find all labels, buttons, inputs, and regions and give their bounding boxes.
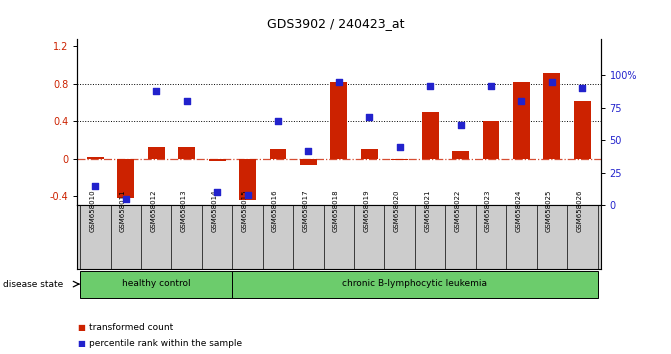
Bar [148, 147, 164, 159]
Bar [331, 82, 347, 159]
Bar [209, 159, 225, 161]
Bar [300, 159, 317, 165]
Text: GSM658025: GSM658025 [546, 189, 552, 232]
Text: GSM658023: GSM658023 [485, 189, 491, 232]
Text: GSM658012: GSM658012 [150, 189, 156, 232]
Text: GSM658024: GSM658024 [515, 189, 521, 232]
Bar [482, 121, 499, 159]
Text: GSM658015: GSM658015 [242, 189, 248, 232]
Text: GSM658014: GSM658014 [211, 189, 217, 232]
Point [242, 192, 253, 198]
Text: GSM658019: GSM658019 [363, 189, 369, 232]
Bar [178, 147, 195, 159]
Text: GSM658011: GSM658011 [120, 189, 126, 232]
Point [455, 122, 466, 127]
Text: GSM658022: GSM658022 [454, 189, 460, 232]
Text: GSM658016: GSM658016 [272, 189, 278, 232]
Point [303, 148, 314, 154]
Bar [117, 159, 134, 198]
Text: GSM658026: GSM658026 [576, 189, 582, 232]
Bar [422, 112, 439, 159]
Text: percentile rank within the sample: percentile rank within the sample [89, 339, 242, 348]
Point [516, 98, 527, 104]
Text: GDS3902 / 240423_at: GDS3902 / 240423_at [267, 17, 404, 30]
Point [181, 98, 192, 104]
Text: transformed count: transformed count [89, 323, 174, 332]
Point [121, 196, 132, 202]
Point [577, 86, 588, 91]
Point [425, 83, 435, 88]
Bar [513, 82, 530, 159]
Bar [232, 271, 597, 298]
Bar [239, 159, 256, 200]
Text: GSM658013: GSM658013 [180, 189, 187, 232]
Text: ■: ■ [77, 323, 85, 332]
Point [90, 183, 101, 189]
Point [151, 88, 162, 94]
Point [395, 144, 405, 150]
Text: GSM658010: GSM658010 [89, 189, 95, 232]
Bar [574, 101, 590, 159]
Bar [544, 73, 560, 159]
Text: GSM658021: GSM658021 [424, 189, 430, 232]
Text: GSM658020: GSM658020 [394, 189, 400, 232]
Text: healthy control: healthy control [122, 279, 191, 288]
Point [212, 189, 223, 195]
Text: disease state: disease state [3, 280, 64, 289]
Point [364, 114, 374, 120]
Bar [87, 157, 104, 159]
Point [546, 79, 557, 85]
Text: GSM658017: GSM658017 [303, 189, 309, 232]
Point [272, 118, 283, 124]
Bar [81, 271, 232, 298]
Bar [391, 159, 408, 160]
Bar [270, 149, 287, 159]
Text: ■: ■ [77, 339, 85, 348]
Point [486, 83, 497, 88]
Point [333, 79, 344, 85]
Bar [452, 151, 469, 159]
Text: chronic B-lymphocytic leukemia: chronic B-lymphocytic leukemia [342, 279, 487, 288]
Text: GSM658018: GSM658018 [333, 189, 339, 232]
Bar [361, 149, 378, 159]
